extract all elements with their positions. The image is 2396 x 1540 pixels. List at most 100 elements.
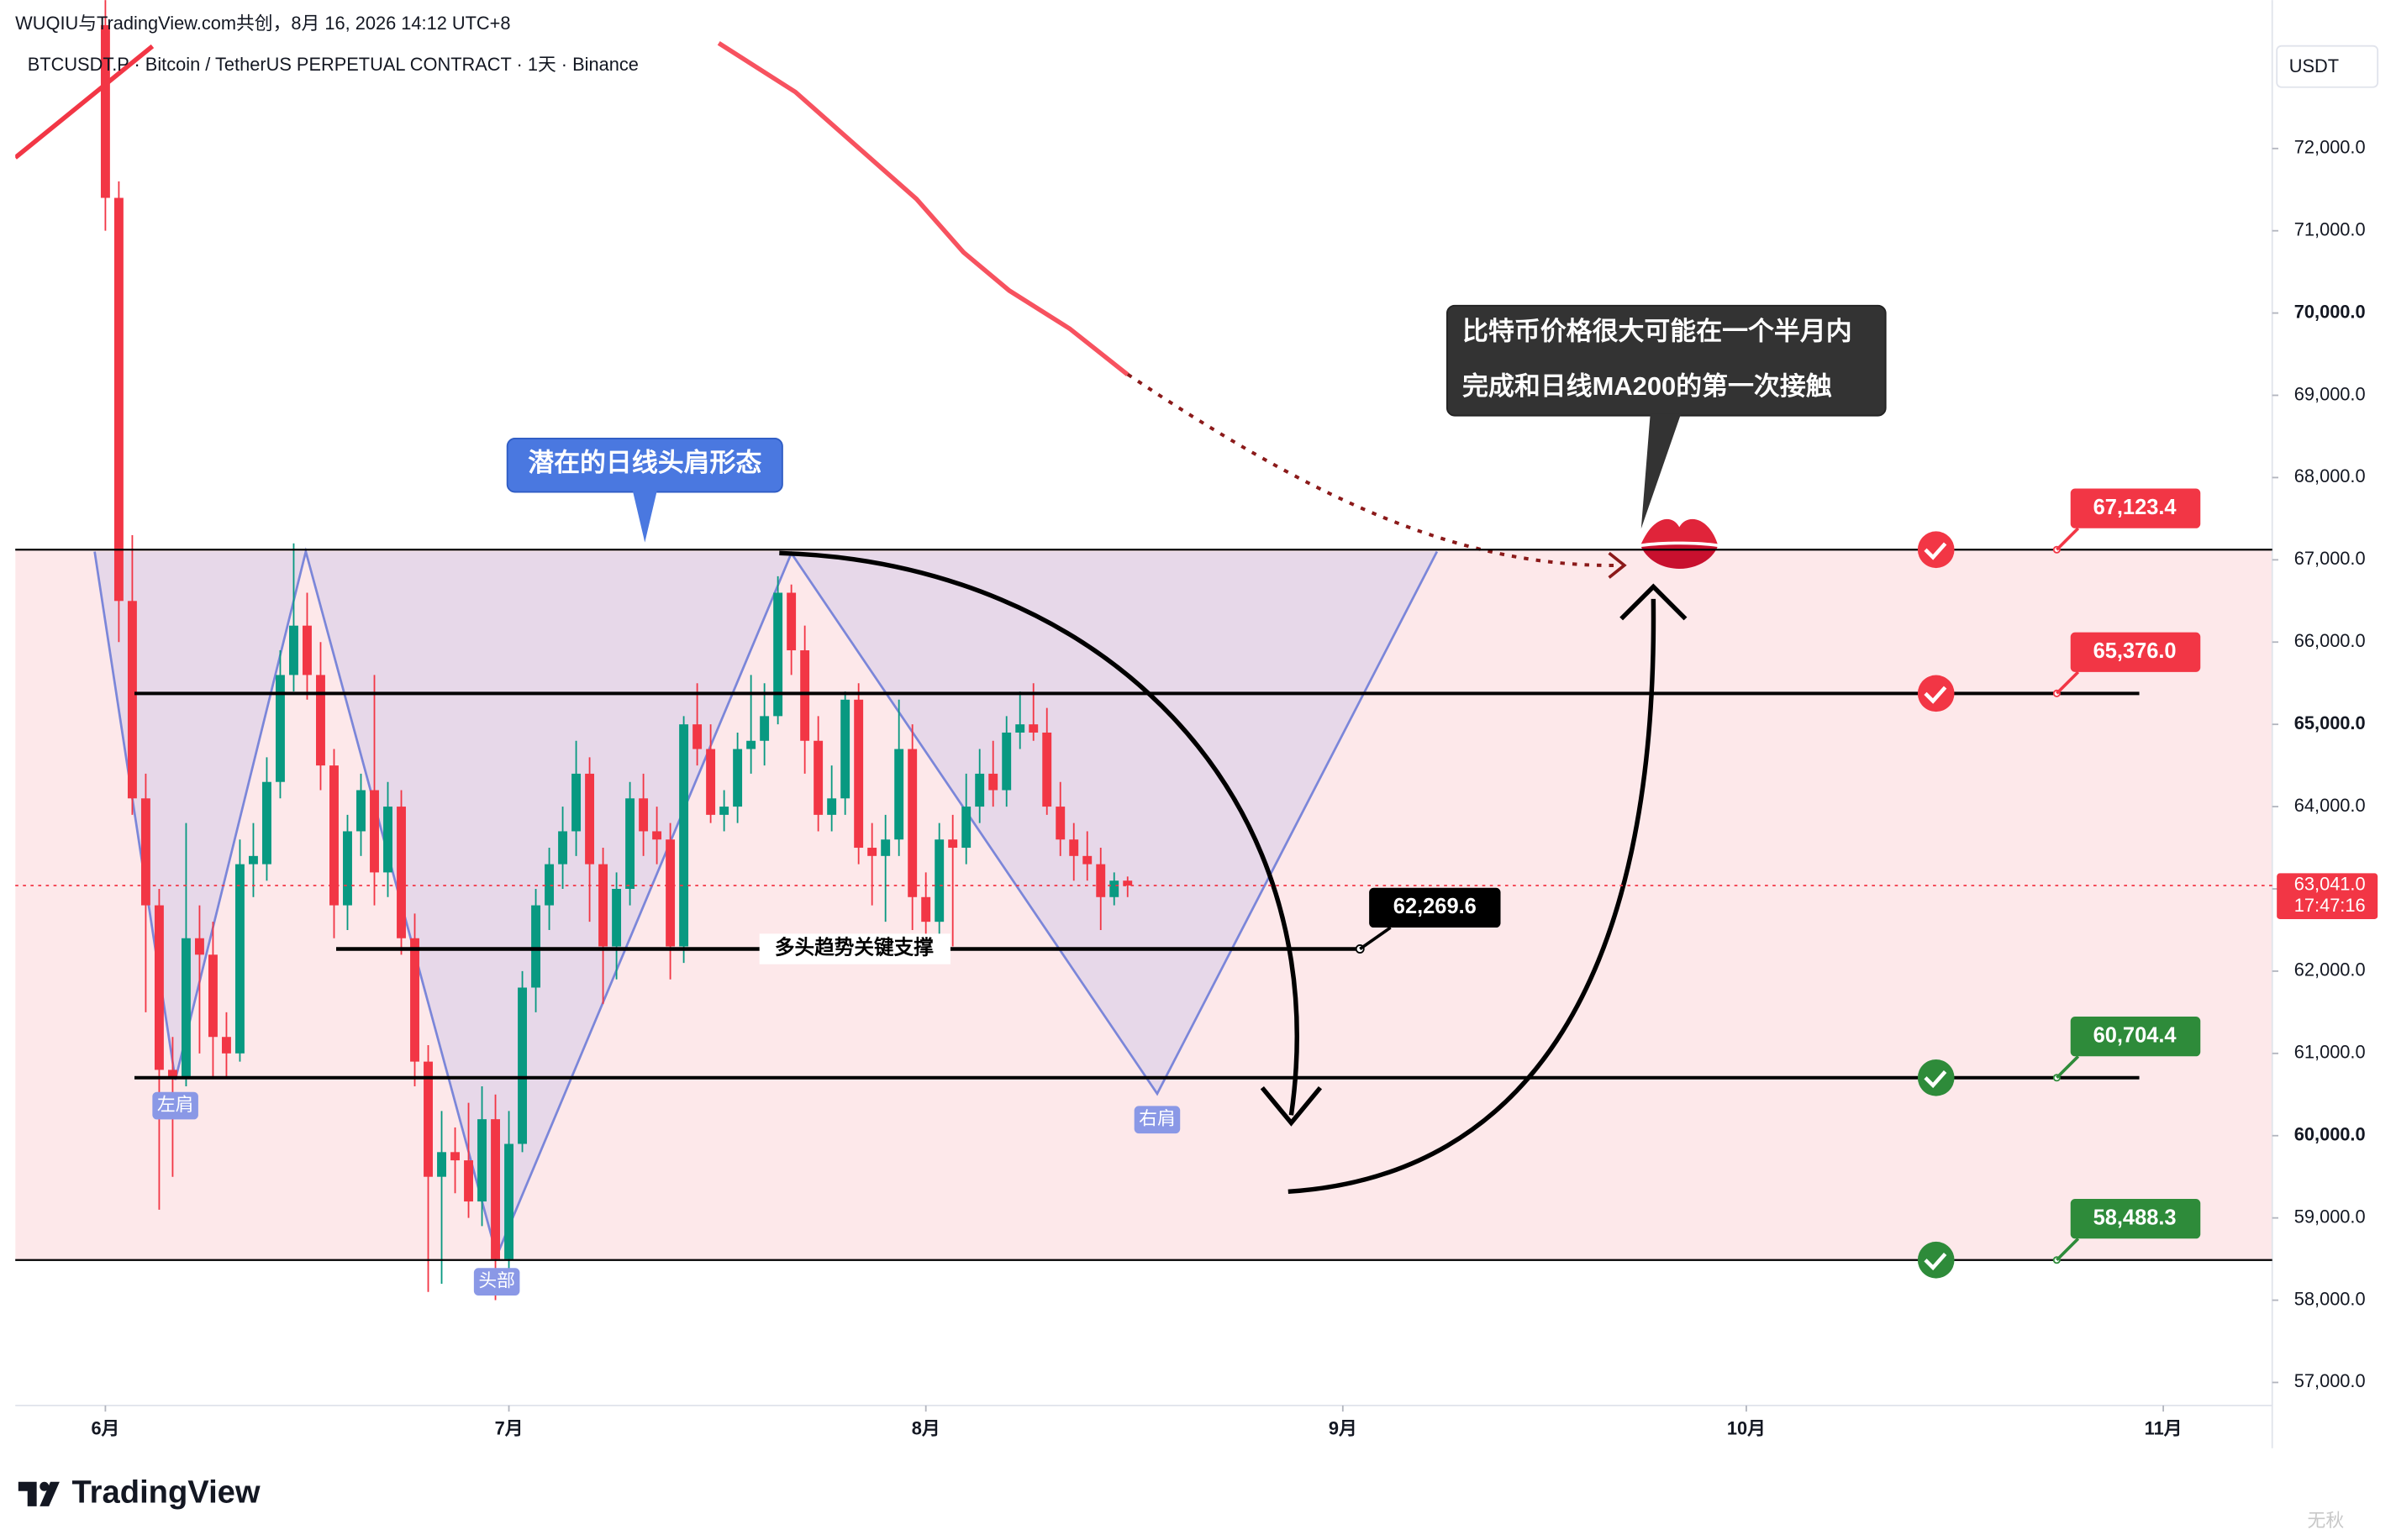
candle-body [733, 749, 743, 807]
candle-body [370, 790, 379, 873]
candle-body [1029, 724, 1039, 733]
x-tick-label: 8月 [912, 1418, 940, 1439]
candle-body [154, 905, 164, 1070]
candle-body [840, 699, 850, 799]
level-label: 58,488.3 [2093, 1206, 2177, 1229]
candle-body [329, 765, 339, 906]
up-arrow [1288, 598, 1656, 1195]
y-tick-label: 60,000.0 [2294, 1123, 2366, 1144]
level-label: 67,123.4 [2093, 496, 2177, 519]
pattern-label: 右肩 [1139, 1107, 1176, 1128]
brand-logo: TradingView [18, 1474, 261, 1510]
label-pointer [2056, 670, 2080, 695]
projection-head [1608, 551, 1627, 579]
label-pointer [2056, 527, 2080, 551]
candle-body [948, 839, 958, 849]
candle-body [814, 740, 824, 815]
pattern-fill [94, 551, 1437, 1256]
candle-body [531, 905, 541, 988]
level-label-box [2070, 1199, 2201, 1239]
candle-body [410, 938, 419, 1062]
source-text: WUQIU与TradingView.com共创，8月 16, 2026 14:1… [15, 13, 510, 34]
lips-icon [1640, 518, 1718, 569]
pattern-label: 左肩 [157, 1094, 194, 1115]
candle-body [194, 938, 204, 955]
candle-body [1069, 839, 1079, 856]
candle-body [167, 1070, 177, 1079]
candle-body [100, 24, 110, 198]
level-label-box [2070, 1017, 2201, 1057]
y-tick-label: 58,000.0 [2294, 1288, 2366, 1309]
check-mark [1924, 542, 1947, 560]
candle-body [303, 625, 312, 675]
label-pointer [2056, 1238, 2080, 1262]
candle-body [652, 831, 662, 840]
projection-dotted [1126, 372, 1620, 567]
level-label-box [2070, 488, 2201, 528]
currency-box[interactable] [2276, 45, 2379, 88]
candle-body [921, 896, 931, 922]
level-label: 62,269.6 [1393, 895, 1477, 918]
candle-body [585, 773, 595, 865]
candle-body [1096, 864, 1106, 897]
symbol-title: BTCUSDT.P · Bitcoin / TetherUS PERPETUAL… [28, 54, 639, 75]
last-price-box [2277, 873, 2378, 919]
candle-body [961, 807, 972, 849]
check-mark [1924, 686, 1947, 704]
candle-body [181, 938, 191, 1079]
candle-body [827, 798, 837, 815]
y-tick-label: 67,000.0 [2294, 548, 2366, 569]
candle-body [424, 1061, 433, 1177]
candle-body [1082, 855, 1093, 865]
candle-body [719, 807, 729, 815]
pattern-callout: 潜在的日线头肩形态 [506, 438, 783, 543]
candle-body [113, 197, 124, 602]
candle-body [625, 798, 635, 889]
candle-body [881, 839, 891, 856]
check-icon [1917, 1241, 1955, 1279]
level-label-box [2070, 632, 2201, 672]
candle-body [894, 749, 904, 840]
candle-body [545, 864, 555, 906]
candle-body [1002, 732, 1012, 791]
candle-body [383, 807, 392, 873]
candle-body [760, 716, 770, 741]
zone [15, 549, 2272, 1260]
y-tick-label: 64,000.0 [2294, 795, 2366, 816]
candle-body [908, 749, 918, 897]
candle-body [464, 1160, 473, 1202]
label-pointer [2056, 1055, 2080, 1080]
label-pointer [1359, 926, 1392, 950]
support-label: 多头趋势关键支撑 [775, 936, 934, 959]
candle-body [221, 1037, 231, 1054]
candle-body [504, 1143, 513, 1259]
candle-body [437, 1152, 446, 1177]
candle-body [867, 848, 877, 856]
x-tick-label: 7月 [495, 1418, 524, 1439]
candle-body [450, 1152, 460, 1161]
last-price-label: 63,041.0 [2294, 874, 2366, 895]
ma-line [15, 44, 155, 160]
callout-text: 完成和日线MA200的第一次接触 [1462, 371, 1832, 401]
candle-body [1123, 880, 1133, 886]
level-label: 60,704.4 [2093, 1023, 2177, 1047]
candle-body [975, 773, 985, 807]
x-tick-label: 11月 [2145, 1418, 2183, 1439]
candle-body [140, 798, 150, 906]
candle-body [477, 1119, 487, 1202]
candle-body [276, 675, 285, 782]
level-label-box [1369, 887, 1501, 928]
down-arrow [779, 550, 1299, 1116]
candle-body [854, 699, 864, 849]
candle-body [679, 724, 689, 947]
x-tick-label: 9月 [1329, 1418, 1357, 1439]
candle-body [598, 864, 608, 947]
y-tick-label: 66,000.0 [2294, 630, 2366, 651]
x-tick-label: 6月 [91, 1418, 119, 1439]
y-tick-label: 61,000.0 [2294, 1042, 2366, 1063]
currency[interactable]: USDT [2289, 55, 2339, 76]
candle-body [208, 954, 218, 1038]
candle-body [1015, 724, 1025, 733]
